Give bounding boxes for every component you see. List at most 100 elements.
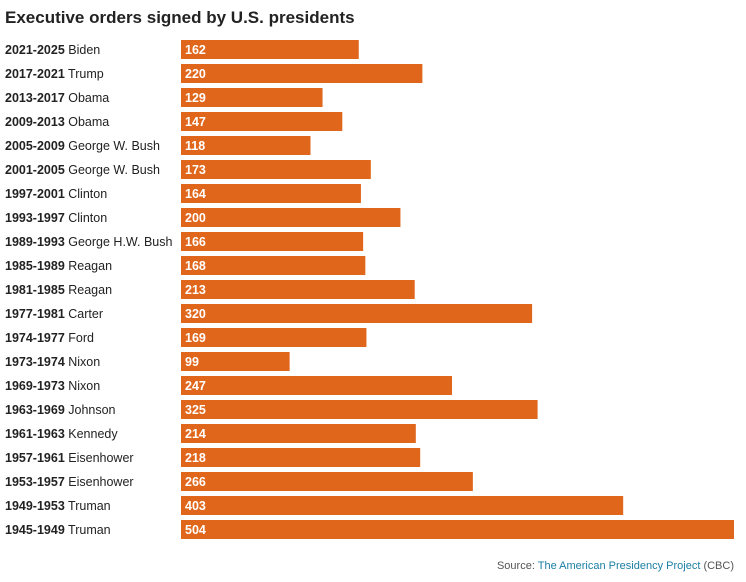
bar bbox=[181, 136, 311, 155]
category-label: 1949-1953 Truman bbox=[5, 499, 111, 513]
category-label: 2021-2025 Biden bbox=[5, 43, 100, 57]
bar-value-label: 173 bbox=[185, 163, 206, 177]
category-president: Eisenhower bbox=[65, 451, 134, 465]
category-president: George W. Bush bbox=[65, 139, 160, 153]
bar-chart: 2021-2025 Biden 162 2017-2021 Trump 220 2013… bbox=[5, 40, 734, 539]
source-note: Source: The American Presidency Project … bbox=[497, 560, 734, 572]
category-period: 1974-1977 bbox=[5, 331, 65, 345]
category-label: 1961-1963 Kennedy bbox=[5, 427, 118, 441]
category-president: Biden bbox=[65, 43, 100, 57]
category-period: 1997-2001 bbox=[5, 187, 65, 201]
category-president: Trump bbox=[65, 67, 104, 81]
category-label: 1974-1977 Ford bbox=[5, 331, 94, 345]
category-president: Truman bbox=[65, 499, 111, 513]
bar-value-label: 168 bbox=[185, 259, 206, 273]
bar bbox=[181, 328, 367, 347]
category-period: 1949-1953 bbox=[5, 499, 65, 513]
category-president: George H.W. Bush bbox=[65, 235, 173, 249]
bar-value-label: 147 bbox=[185, 115, 206, 129]
bar bbox=[181, 184, 361, 203]
source-suffix: (CBC) bbox=[700, 560, 734, 572]
category-president: Reagan bbox=[65, 283, 112, 297]
category-label: 1993-1997 Clinton bbox=[5, 211, 107, 225]
category-period: 1945-1949 bbox=[5, 523, 65, 537]
category-label: 1945-1949 Truman bbox=[5, 523, 111, 537]
bar bbox=[181, 160, 371, 179]
category-president: Kennedy bbox=[65, 427, 119, 441]
bar bbox=[181, 280, 415, 299]
category-period: 1977-1981 bbox=[5, 307, 65, 321]
category-president: Eisenhower bbox=[65, 475, 134, 489]
category-period: 1981-1985 bbox=[5, 283, 65, 297]
bar bbox=[181, 496, 624, 515]
bar-value-label: 164 bbox=[185, 187, 206, 201]
category-president: George W. Bush bbox=[65, 163, 160, 177]
bar bbox=[181, 64, 423, 83]
category-label: 1981-1985 Reagan bbox=[5, 283, 112, 297]
category-period: 1969-1973 bbox=[5, 379, 65, 393]
bar bbox=[181, 472, 473, 491]
bar bbox=[181, 304, 533, 323]
category-label: 2001-2005 George W. Bush bbox=[5, 163, 160, 177]
category-label: 1989-1993 George H.W. Bush bbox=[5, 235, 173, 249]
category-period: 1985-1989 bbox=[5, 259, 65, 273]
category-period: 2005-2009 bbox=[5, 139, 65, 153]
bar bbox=[181, 232, 364, 251]
category-label: 2017-2021 Trump bbox=[5, 67, 104, 81]
bar-value-label: 220 bbox=[185, 67, 206, 81]
bar-value-label: 218 bbox=[185, 451, 206, 465]
category-president: Carter bbox=[65, 307, 103, 321]
bar-value-label: 162 bbox=[185, 43, 206, 57]
chart-title: Executive orders signed by U.S. presiden… bbox=[5, 8, 355, 27]
bar bbox=[181, 400, 538, 419]
category-period: 2021-2025 bbox=[5, 43, 65, 57]
category-president: Clinton bbox=[65, 187, 107, 201]
category-president: Nixon bbox=[65, 355, 100, 369]
category-label: 2005-2009 George W. Bush bbox=[5, 139, 160, 153]
category-label: 1969-1973 Nixon bbox=[5, 379, 100, 393]
bar-value-label: 266 bbox=[185, 475, 206, 489]
bar-value-label: 200 bbox=[185, 211, 206, 225]
source-prefix: Source: bbox=[496, 560, 538, 572]
category-president: Ford bbox=[65, 331, 94, 345]
category-president: Nixon bbox=[65, 379, 100, 393]
category-period: 1961-1963 bbox=[5, 427, 65, 441]
bar-value-label: 320 bbox=[185, 307, 206, 321]
category-president: Obama bbox=[65, 91, 110, 105]
bar bbox=[181, 112, 343, 131]
category-label: 1985-1989 Reagan bbox=[5, 259, 112, 273]
category-president: Johnson bbox=[65, 403, 116, 417]
category-period: 1973-1974 bbox=[5, 355, 65, 369]
bar-value-label: 118 bbox=[185, 139, 205, 153]
bar-value-label: 403 bbox=[185, 499, 206, 513]
bar-value-label: 169 bbox=[185, 331, 206, 345]
bar-value-label: 504 bbox=[185, 523, 206, 537]
bar bbox=[181, 208, 401, 227]
bar bbox=[181, 376, 453, 395]
source-link[interactable]: The American Presidency Project bbox=[537, 560, 701, 572]
category-label: 2009-2013 Obama bbox=[5, 115, 109, 129]
category-label: 1997-2001 Clinton bbox=[5, 187, 107, 201]
category-period: 1963-1969 bbox=[5, 403, 65, 417]
bar bbox=[181, 40, 359, 59]
bar bbox=[181, 424, 416, 443]
bar-value-label: 247 bbox=[185, 379, 206, 393]
category-president: Truman bbox=[65, 523, 111, 537]
category-label: 1953-1957 Eisenhower bbox=[5, 475, 134, 489]
category-president: Reagan bbox=[65, 259, 112, 273]
category-label: 1977-1981 Carter bbox=[5, 307, 103, 321]
category-president: Clinton bbox=[65, 211, 107, 225]
category-president: Obama bbox=[65, 115, 110, 129]
category-label: 1963-1969 Johnson bbox=[5, 403, 116, 417]
bar bbox=[181, 448, 421, 467]
category-period: 2013-2017 bbox=[5, 91, 65, 105]
category-label: 2013-2017 Obama bbox=[5, 91, 109, 105]
bar bbox=[181, 88, 323, 107]
bar-value-label: 213 bbox=[185, 283, 206, 297]
category-period: 1989-1993 bbox=[5, 235, 65, 249]
bar-value-label: 325 bbox=[185, 403, 206, 417]
category-label: 1973-1974 Nixon bbox=[5, 355, 100, 369]
category-label: 1957-1961 Eisenhower bbox=[5, 451, 134, 465]
bar-value-label: 129 bbox=[185, 91, 206, 105]
category-period: 1993-1997 bbox=[5, 211, 65, 225]
